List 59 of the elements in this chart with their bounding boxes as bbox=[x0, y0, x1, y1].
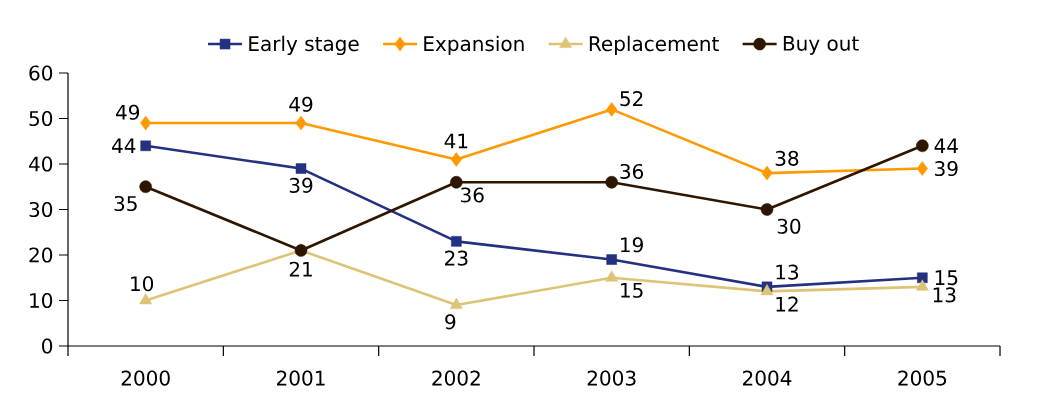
data-label: 10 bbox=[131, 276, 154, 292]
data-label: 23 bbox=[445, 250, 468, 266]
data-label: 15 bbox=[935, 270, 958, 286]
data-label: 52 bbox=[620, 91, 643, 107]
point bbox=[605, 270, 618, 282]
point bbox=[450, 152, 462, 167]
data-label: 15 bbox=[621, 282, 643, 298]
data-label: 41 bbox=[444, 133, 468, 149]
data-label: 21 bbox=[289, 261, 312, 277]
point bbox=[139, 180, 152, 193]
point bbox=[606, 254, 617, 265]
legend-label: Replacement bbox=[589, 35, 719, 56]
x-tick-label: 2001 bbox=[277, 370, 325, 386]
data-label: 44 bbox=[934, 138, 958, 154]
data-label: 49 bbox=[289, 96, 313, 112]
data-label: 36 bbox=[461, 187, 484, 203]
y-tick-label: 20 bbox=[29, 247, 53, 263]
legend-label: Buy out bbox=[783, 36, 859, 55]
y-tick-label: 0 bbox=[42, 338, 53, 354]
data-label: 19 bbox=[621, 237, 643, 253]
x-tick-label: 2005 bbox=[898, 370, 947, 386]
point bbox=[761, 165, 773, 181]
point bbox=[760, 203, 774, 216]
x-tick-label: 2000 bbox=[121, 370, 170, 386]
point bbox=[295, 163, 307, 174]
point bbox=[139, 293, 152, 305]
y-tick-label: 40 bbox=[28, 156, 53, 172]
point bbox=[140, 140, 151, 152]
point bbox=[140, 115, 152, 131]
point bbox=[606, 102, 618, 117]
point bbox=[295, 115, 307, 131]
x-tick-label: 2002 bbox=[432, 370, 480, 386]
data-label: 30 bbox=[777, 218, 801, 234]
x-tick-label: 2004 bbox=[743, 370, 792, 386]
data-label: 13 bbox=[933, 287, 956, 303]
data-label: 49 bbox=[115, 104, 140, 120]
data-label: 38 bbox=[775, 150, 799, 166]
data-label: 36 bbox=[620, 163, 644, 179]
data-label: 35 bbox=[114, 195, 137, 212]
data-label: 39 bbox=[935, 161, 958, 177]
data-label: 12 bbox=[776, 296, 798, 312]
data-label: 44 bbox=[112, 138, 136, 154]
y-tick-label: 50 bbox=[29, 110, 53, 127]
data-label: 13 bbox=[776, 264, 799, 280]
point bbox=[916, 139, 929, 153]
data-label: 9 bbox=[445, 314, 456, 330]
legend-label: Expansion bbox=[424, 35, 524, 56]
point bbox=[451, 236, 462, 247]
point bbox=[916, 279, 929, 291]
point bbox=[916, 161, 928, 176]
point bbox=[450, 297, 463, 309]
y-tick-label: 30 bbox=[29, 201, 53, 218]
legend-label: Early stage bbox=[249, 35, 359, 56]
y-tick-label: 60 bbox=[29, 65, 53, 81]
point bbox=[450, 175, 463, 189]
data-label: 39 bbox=[289, 177, 313, 193]
y-tick-label: 10 bbox=[30, 292, 53, 309]
point bbox=[605, 175, 618, 189]
x-tick-label: 2003 bbox=[587, 370, 636, 386]
